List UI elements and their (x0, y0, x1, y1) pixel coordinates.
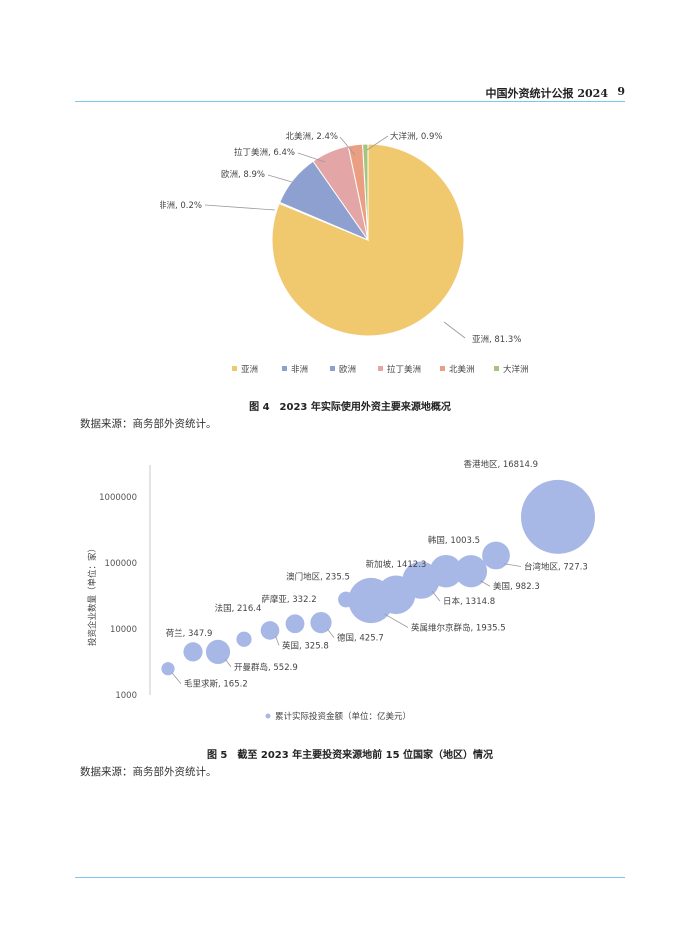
bubble-0 (161, 662, 175, 676)
label-asia: 亚洲, 81.3% (472, 335, 521, 345)
label-oceania: 大洋洲, 0.9% (390, 131, 443, 142)
bubble-label: 日本, 1314.8 (443, 596, 495, 607)
bubble-leader (480, 580, 491, 587)
running-title: 中国外资统计公报 2024 (485, 87, 608, 100)
bubble-label: 开曼群岛, 552.9 (234, 662, 298, 673)
legend-swatch-asia (232, 366, 237, 371)
label-north-america: 北美洲, 2.4% (286, 131, 339, 142)
bubble-13 (482, 541, 510, 570)
y-tick-label: 1000 (115, 691, 137, 701)
legend-label-asia: 亚洲 (241, 365, 258, 375)
bubble-label: 澳门地区, 235.5 (286, 571, 350, 582)
bubble-label: 荷兰, 347.9 (166, 628, 213, 639)
leader-asia (443, 321, 466, 339)
bubble-label: 台湾地区, 727.3 (524, 561, 588, 572)
legend-label-oceania: 大洋洲 (503, 364, 529, 375)
header-rule (75, 101, 625, 102)
y-tick-label: 10000 (110, 625, 137, 635)
continent-pie-chart: 亚洲, 81.3% 非洲, 0.2% 欧洲, 8.9% 拉丁美洲, 6.4% 北… (160, 131, 529, 375)
bubble-leader (384, 613, 409, 628)
bubble-11 (429, 554, 463, 588)
bubble-legend-label: 累计实际投资金额（单位：亿美元） (275, 711, 411, 722)
footer-rule (75, 877, 625, 878)
bubble-label: 新加坡, 1412.3 (366, 559, 427, 570)
legend-swatch-europe (330, 366, 335, 371)
bubble-leader (327, 628, 335, 638)
bubble-label: 萨摩亚, 332.2 (261, 594, 316, 605)
bubble-label: 韩国, 1003.5 (428, 535, 480, 546)
legend-swatch-latin-america (378, 366, 383, 371)
bubble-label: 英国, 325.8 (282, 640, 329, 651)
bubble-leader (431, 591, 441, 602)
bubble-label: 毛里求斯, 165.2 (184, 679, 248, 690)
bubble-3 (236, 631, 252, 647)
legend-swatch-oceania (494, 366, 499, 371)
bubble-4 (260, 621, 280, 640)
bubble-2 (205, 639, 231, 664)
legend-swatch-north-america (440, 366, 445, 371)
bubble-5 (285, 614, 305, 634)
bubble-6 (310, 612, 332, 634)
bubble-12 (454, 555, 488, 588)
page-number: 9 (617, 85, 625, 98)
leader-oceania (366, 135, 389, 151)
figure5-caption: 图 5 截至 2023 年主要投资来源地前 15 位国家（地区）情况 (206, 750, 494, 761)
leader-europe (267, 174, 293, 183)
figure4-source: 数据来源：商务部外资统计。 (80, 418, 217, 430)
label-latin-america: 拉丁美洲, 6.4% (234, 147, 295, 158)
bubble-1 (183, 642, 203, 662)
leader-latin-america (297, 152, 326, 163)
legend-label-africa: 非洲 (291, 364, 308, 375)
bubble-14 (521, 479, 595, 554)
bubble-label: 英属维尔京群岛, 1935.5 (411, 623, 506, 634)
legend-label-latin-america: 拉丁美洲 (387, 364, 421, 375)
figure5-source: 数据来源：商务部外资统计。 (80, 766, 217, 778)
y-axis-label: 投资企业数量（单位：家） (87, 544, 98, 646)
figure4-caption: 图 4 2023 年实际使用外资主要来源地概况 (249, 402, 451, 413)
bubble-leader (224, 658, 232, 668)
leader-north-america (339, 136, 356, 156)
bubble-legend-marker (265, 713, 271, 719)
label-africa: 非洲, 0.2% (160, 200, 202, 211)
bubble-leader (275, 635, 280, 646)
bubble-label: 法国, 216.4 (215, 603, 262, 614)
bubble-label: 德国, 425.7 (337, 633, 384, 644)
bubble-leader (171, 672, 182, 684)
leader-africa (204, 204, 276, 211)
y-tick-label: 1000000 (99, 493, 137, 503)
legend-swatch-africa (282, 366, 287, 371)
label-europe: 欧洲, 8.9% (221, 169, 265, 180)
investment-bubble-chart: 1000000 100000 10000 1000 投资企业数量（单位：家） 毛里求斯… (87, 459, 595, 722)
bubble-leader (504, 563, 522, 567)
legend-label-europe: 欧洲 (339, 364, 356, 375)
bubble-label: 香港地区, 16814.9 (463, 459, 538, 470)
y-tick-label: 100000 (105, 559, 137, 569)
bubble-label: 美国, 982.3 (493, 581, 540, 592)
legend-label-north-america: 北美洲 (449, 364, 475, 375)
pie-slice-oceania (362, 143, 369, 241)
